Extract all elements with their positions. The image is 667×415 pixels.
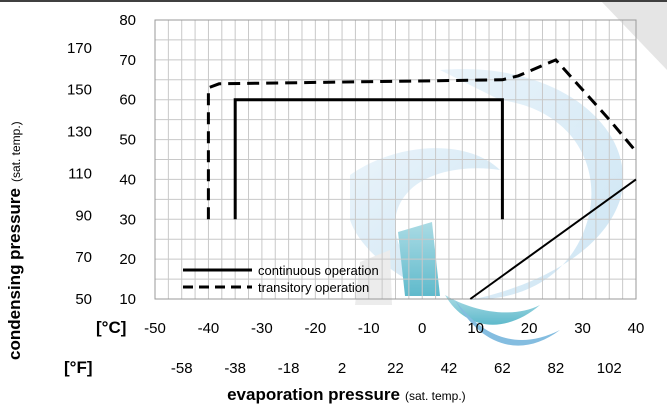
y-tick-label-c: 20 bbox=[119, 251, 136, 268]
plot-area-outline bbox=[154, 19, 637, 300]
x-tick-label-c: 20 bbox=[521, 320, 538, 337]
y-tick-label-c: 70 bbox=[119, 52, 136, 69]
y-tick-label-f: 70 bbox=[75, 249, 92, 266]
x-tick-label-c: 10 bbox=[467, 320, 484, 337]
y-tick-label-c: 80 bbox=[119, 12, 136, 29]
y-tick-label-f: 50 bbox=[75, 291, 92, 308]
x-tick-label-f: 22 bbox=[387, 360, 404, 377]
x-tick-label-f: 2 bbox=[338, 360, 346, 377]
x-tick-label-c: -50 bbox=[144, 320, 166, 337]
y-tick-label-f: 90 bbox=[75, 207, 92, 224]
x-tick-label-c: 0 bbox=[418, 320, 426, 337]
x-tick-label-c: -10 bbox=[358, 320, 380, 337]
x-tick-label-f: 42 bbox=[441, 360, 458, 377]
x-unit-fahrenheit: [°F] bbox=[64, 358, 93, 377]
series-transitory-operation bbox=[206, 58, 638, 220]
x-tick-label-f: 102 bbox=[597, 360, 622, 377]
y-tick-label-c: 60 bbox=[119, 92, 136, 109]
x-tick-label-f: 82 bbox=[547, 360, 564, 377]
y-axis-title: condensing pressure bbox=[5, 188, 24, 360]
y-tick-label-f: 110 bbox=[68, 165, 92, 182]
y-axis-note: (sat. temp.) bbox=[9, 121, 23, 182]
y-tick-label-f: 150 bbox=[67, 82, 92, 99]
y-tick-label-c: 10 bbox=[119, 291, 136, 308]
x-axis-note: (sat. temp.) bbox=[405, 389, 466, 403]
tick-labels: -50 -40 -30 -20 -10 0 10 20 30 40-58 -38 -18 2 22 42 62… bbox=[67, 12, 644, 377]
legend: continuous operation transitory operatio… bbox=[183, 263, 379, 295]
y-tick-label-c: 50 bbox=[119, 132, 136, 149]
plot-border bbox=[154, 19, 637, 300]
x-tick-label-c: -20 bbox=[304, 320, 326, 337]
x-tick-label-f: -18 bbox=[278, 360, 300, 377]
x-axis-title: evaporation pressure bbox=[227, 385, 400, 404]
x-tick-label-f: -58 bbox=[171, 360, 193, 377]
x-tick-label-c: 40 bbox=[628, 320, 645, 337]
x-unit-celsius: [°C] bbox=[96, 318, 126, 337]
series-limit-line bbox=[469, 178, 637, 300]
y-tick-label-c: 40 bbox=[119, 171, 136, 188]
series-continuous-operation bbox=[233, 98, 504, 220]
x-tick-label-c: 30 bbox=[574, 320, 591, 337]
y-tick-label-c: 30 bbox=[119, 211, 136, 228]
x-tick-label-f: -38 bbox=[224, 360, 246, 377]
x-tick-label-c: -40 bbox=[198, 320, 220, 337]
x-tick-label-f: 62 bbox=[494, 360, 511, 377]
y-tick-label-f: 170 bbox=[67, 40, 92, 57]
series-layer bbox=[206, 58, 638, 300]
x-tick-label-c: -30 bbox=[251, 320, 273, 337]
y-tick-label-f: 130 bbox=[67, 124, 92, 141]
legend-label-continuous: continuous operation bbox=[258, 263, 379, 278]
plot-grid bbox=[154, 19, 637, 300]
legend-label-transitory: transitory operation bbox=[258, 280, 369, 295]
